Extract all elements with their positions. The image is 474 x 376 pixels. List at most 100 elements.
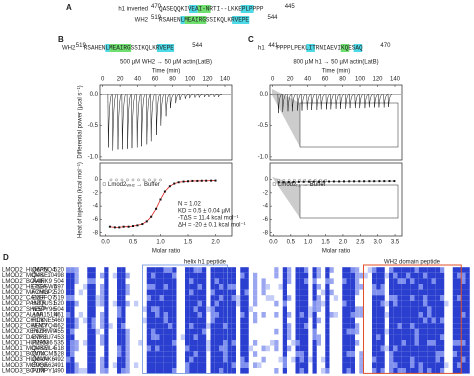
- residue-cell: [406, 362, 411, 368]
- residue-cell: [214, 267, 219, 273]
- panel-label: D: [3, 253, 9, 262]
- residue-cell: [146, 334, 151, 340]
- residue-cell: [393, 267, 398, 273]
- residue-cell: [155, 334, 160, 340]
- residue-cell: [214, 317, 219, 324]
- residue-cell: [389, 351, 394, 357]
- residue-cell: [210, 356, 215, 363]
- residue-cell: [457, 300, 462, 307]
- residue-cell: [299, 300, 304, 307]
- residue-cell: [418, 289, 423, 296]
- residue-cell: [219, 267, 224, 273]
- residue-cell: [299, 306, 304, 312]
- residue-cell: [435, 345, 440, 352]
- residue-cell: [342, 351, 347, 357]
- residue-cell: [444, 362, 449, 368]
- residue-cell: [282, 323, 287, 329]
- residue-cell: [406, 323, 411, 329]
- residue-cell: [270, 295, 275, 301]
- residue-cell: [380, 317, 385, 324]
- residue-cell: [100, 362, 105, 368]
- residue-cell: [299, 267, 304, 273]
- residue-cell: [440, 351, 445, 357]
- residue-cell: [100, 334, 105, 340]
- residue-cell: [155, 272, 160, 279]
- accession: W5PY96: [32, 307, 56, 313]
- residue-cell: [282, 356, 287, 363]
- residue-cell: [151, 368, 156, 374]
- residue-cell: [146, 317, 151, 324]
- residue-start: 498: [54, 273, 65, 279]
- residue-cell: [452, 306, 457, 312]
- residue-cell: [465, 317, 470, 324]
- residue-cell: [299, 328, 304, 335]
- residue-cell: [304, 356, 309, 363]
- residue-cell: [168, 289, 173, 296]
- residue-cell: [325, 345, 330, 352]
- legend-sub: h1: [296, 184, 300, 188]
- y-tick-label: -6: [93, 217, 99, 223]
- accession: E2RFQ7: [32, 296, 56, 302]
- residue-cell: [304, 272, 309, 279]
- residue-cell: [66, 368, 71, 374]
- residue-cell: [244, 317, 249, 324]
- residue-cell: [295, 289, 300, 296]
- residue-cell: [210, 334, 215, 340]
- x-tick-label: 140: [220, 77, 231, 83]
- residue-cell: [291, 340, 296, 346]
- residue-cell: [376, 328, 381, 335]
- accession: Q6P5Q4: [32, 268, 56, 274]
- residue-cell: [282, 328, 287, 335]
- seq: QASEQQKIVEAI-NRTI--LKKEPLPPPP: [159, 6, 264, 13]
- residue-cell: [244, 267, 249, 273]
- heat-point: [214, 179, 217, 182]
- residue-cell: [223, 300, 228, 307]
- residue-cell: [457, 278, 462, 284]
- residue-cell: [397, 345, 402, 352]
- residue-cell: [151, 306, 156, 312]
- residue-cell: [282, 278, 287, 284]
- residue-cell: [423, 323, 428, 329]
- residue-cell: [159, 312, 164, 318]
- residue-cell: [316, 317, 321, 324]
- residue-cell: [146, 328, 151, 335]
- residue-cell: [151, 340, 156, 346]
- residue-cell: [159, 362, 164, 368]
- residue-cell: [159, 334, 164, 340]
- residue-cell: [274, 312, 279, 318]
- residue-cell: [214, 334, 219, 340]
- accession: H2QUS1: [32, 301, 57, 307]
- heat-point: [145, 220, 148, 223]
- residue-cell: [87, 328, 92, 335]
- residue-cell: [261, 278, 266, 284]
- residue-cell: [87, 362, 92, 368]
- residue-cell: [389, 284, 394, 290]
- residue-cell: [219, 356, 224, 363]
- residue-cell: [440, 345, 445, 352]
- residue-cell: [142, 306, 147, 312]
- residue-cell: [435, 300, 440, 307]
- residue-cell: [117, 267, 122, 273]
- residue-cell: [231, 368, 236, 374]
- injection-peak: [165, 94, 170, 117]
- injection-peak: [316, 94, 321, 111]
- residue-cell: [427, 295, 432, 301]
- residue-cell: [193, 328, 198, 335]
- x-tick-label: 3.5: [391, 240, 400, 246]
- residue-cell: [223, 295, 228, 301]
- residue-cell: [70, 272, 75, 279]
- residue-cell: [376, 356, 381, 363]
- injection-peak: [335, 94, 340, 109]
- residue-cell: [312, 300, 317, 307]
- residue-cell: [423, 317, 428, 324]
- residue-cell: [91, 300, 96, 307]
- x-tick-label: 0.0: [269, 240, 278, 246]
- residue-cell: [155, 284, 160, 290]
- residue-cell: [121, 334, 126, 340]
- residue-cell: [227, 267, 232, 273]
- residue-cell: [83, 317, 88, 324]
- residue-cell: [427, 323, 432, 329]
- residue-cell: [155, 345, 160, 352]
- residue-cell: [380, 295, 385, 301]
- buffer-point: [137, 178, 140, 182]
